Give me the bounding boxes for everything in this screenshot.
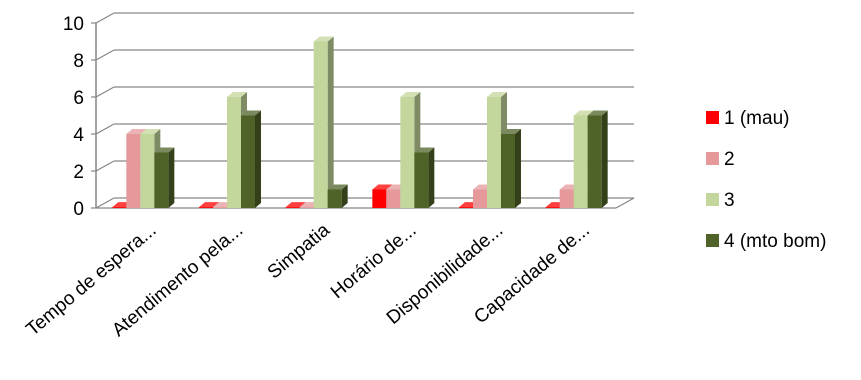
y-tick-label: 10 [63, 14, 84, 35]
y-tick-label: 2 [73, 162, 84, 183]
x-axis-categories: Tempo de espera...Atendimento pela... Sim… [22, 219, 593, 341]
y-tick-label: 6 [73, 88, 84, 109]
legend-swatch [706, 111, 719, 124]
y-tick-label: 4 [73, 125, 84, 146]
x-category-label: Horário de... [327, 220, 421, 303]
gridlines [91, 12, 635, 209]
x-category-label: Simpatia [264, 219, 334, 283]
legend-label: 2 [724, 149, 735, 170]
legend-item: 1 (mau) [706, 108, 789, 129]
legend-label: 1 (mau) [724, 108, 789, 129]
bar [154, 147, 175, 208]
legend: 1 (mau) 2 3 4 (mto bom) [706, 108, 826, 252]
legend-swatch [706, 152, 719, 165]
gridline-depth [95, 49, 115, 61]
bar [414, 147, 435, 208]
gridline-depth [95, 160, 115, 172]
y-tick-label: 8 [73, 51, 84, 72]
bars [112, 36, 608, 208]
bar [241, 110, 261, 208]
legend-label: 4 (mto bom) [724, 231, 826, 252]
gridline-depth [95, 123, 115, 135]
legend-item: 2 [706, 149, 735, 170]
legend-swatch [706, 193, 719, 206]
legend-swatch [706, 234, 719, 247]
legend-item: 3 [706, 190, 735, 211]
gridline-depth [95, 86, 115, 98]
bar [327, 184, 348, 208]
y-tick-label: 0 [73, 199, 84, 220]
gridline-depth [95, 197, 115, 209]
floor-right-edge [615, 197, 635, 209]
legend-item: 4 (mto bom) [706, 231, 826, 252]
gridline-depth [95, 12, 115, 24]
legend-label: 3 [724, 190, 735, 211]
bar [501, 129, 521, 208]
bar [587, 110, 608, 208]
y-axis-ticks: 0 2 4 6 8 10 [63, 14, 85, 220]
bar [313, 36, 334, 208]
